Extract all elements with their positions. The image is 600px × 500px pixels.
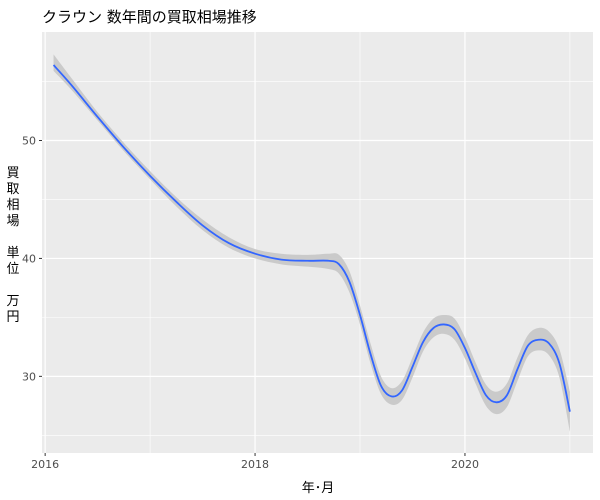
y-tick-label: 50 [22, 134, 36, 147]
trend-line-layer [52, 64, 571, 412]
y-axis-title-char: 場 [6, 214, 19, 229]
x-axis-title: 年･月 [302, 481, 335, 496]
grid-lines [42, 32, 593, 453]
y-axis-title-char: 単 [6, 245, 19, 261]
y-axis-title-char: 位 [6, 262, 19, 277]
y-axis-title-char: 円 [6, 310, 19, 325]
x-tick-label: 2016 [31, 458, 59, 471]
y-axis-title-char: 取 [6, 182, 19, 197]
trend-line [52, 64, 571, 412]
x-tick-label: 2020 [451, 458, 479, 471]
chart-title: クラウン 数年間の買取相場推移 [42, 8, 257, 26]
x-axis: 2016 2018 2020 [31, 453, 479, 471]
x-tick-label: 2018 [241, 458, 269, 471]
y-axis-title-char: 相 [6, 198, 19, 213]
plot-panel [42, 32, 593, 453]
y-axis-title-char: 買 [6, 166, 19, 181]
y-axis-title-char: 万 [6, 294, 19, 309]
y-tick-label: 40 [22, 252, 36, 265]
y-axis: 30 40 50 [22, 134, 42, 383]
y-tick-label: 30 [22, 370, 36, 383]
